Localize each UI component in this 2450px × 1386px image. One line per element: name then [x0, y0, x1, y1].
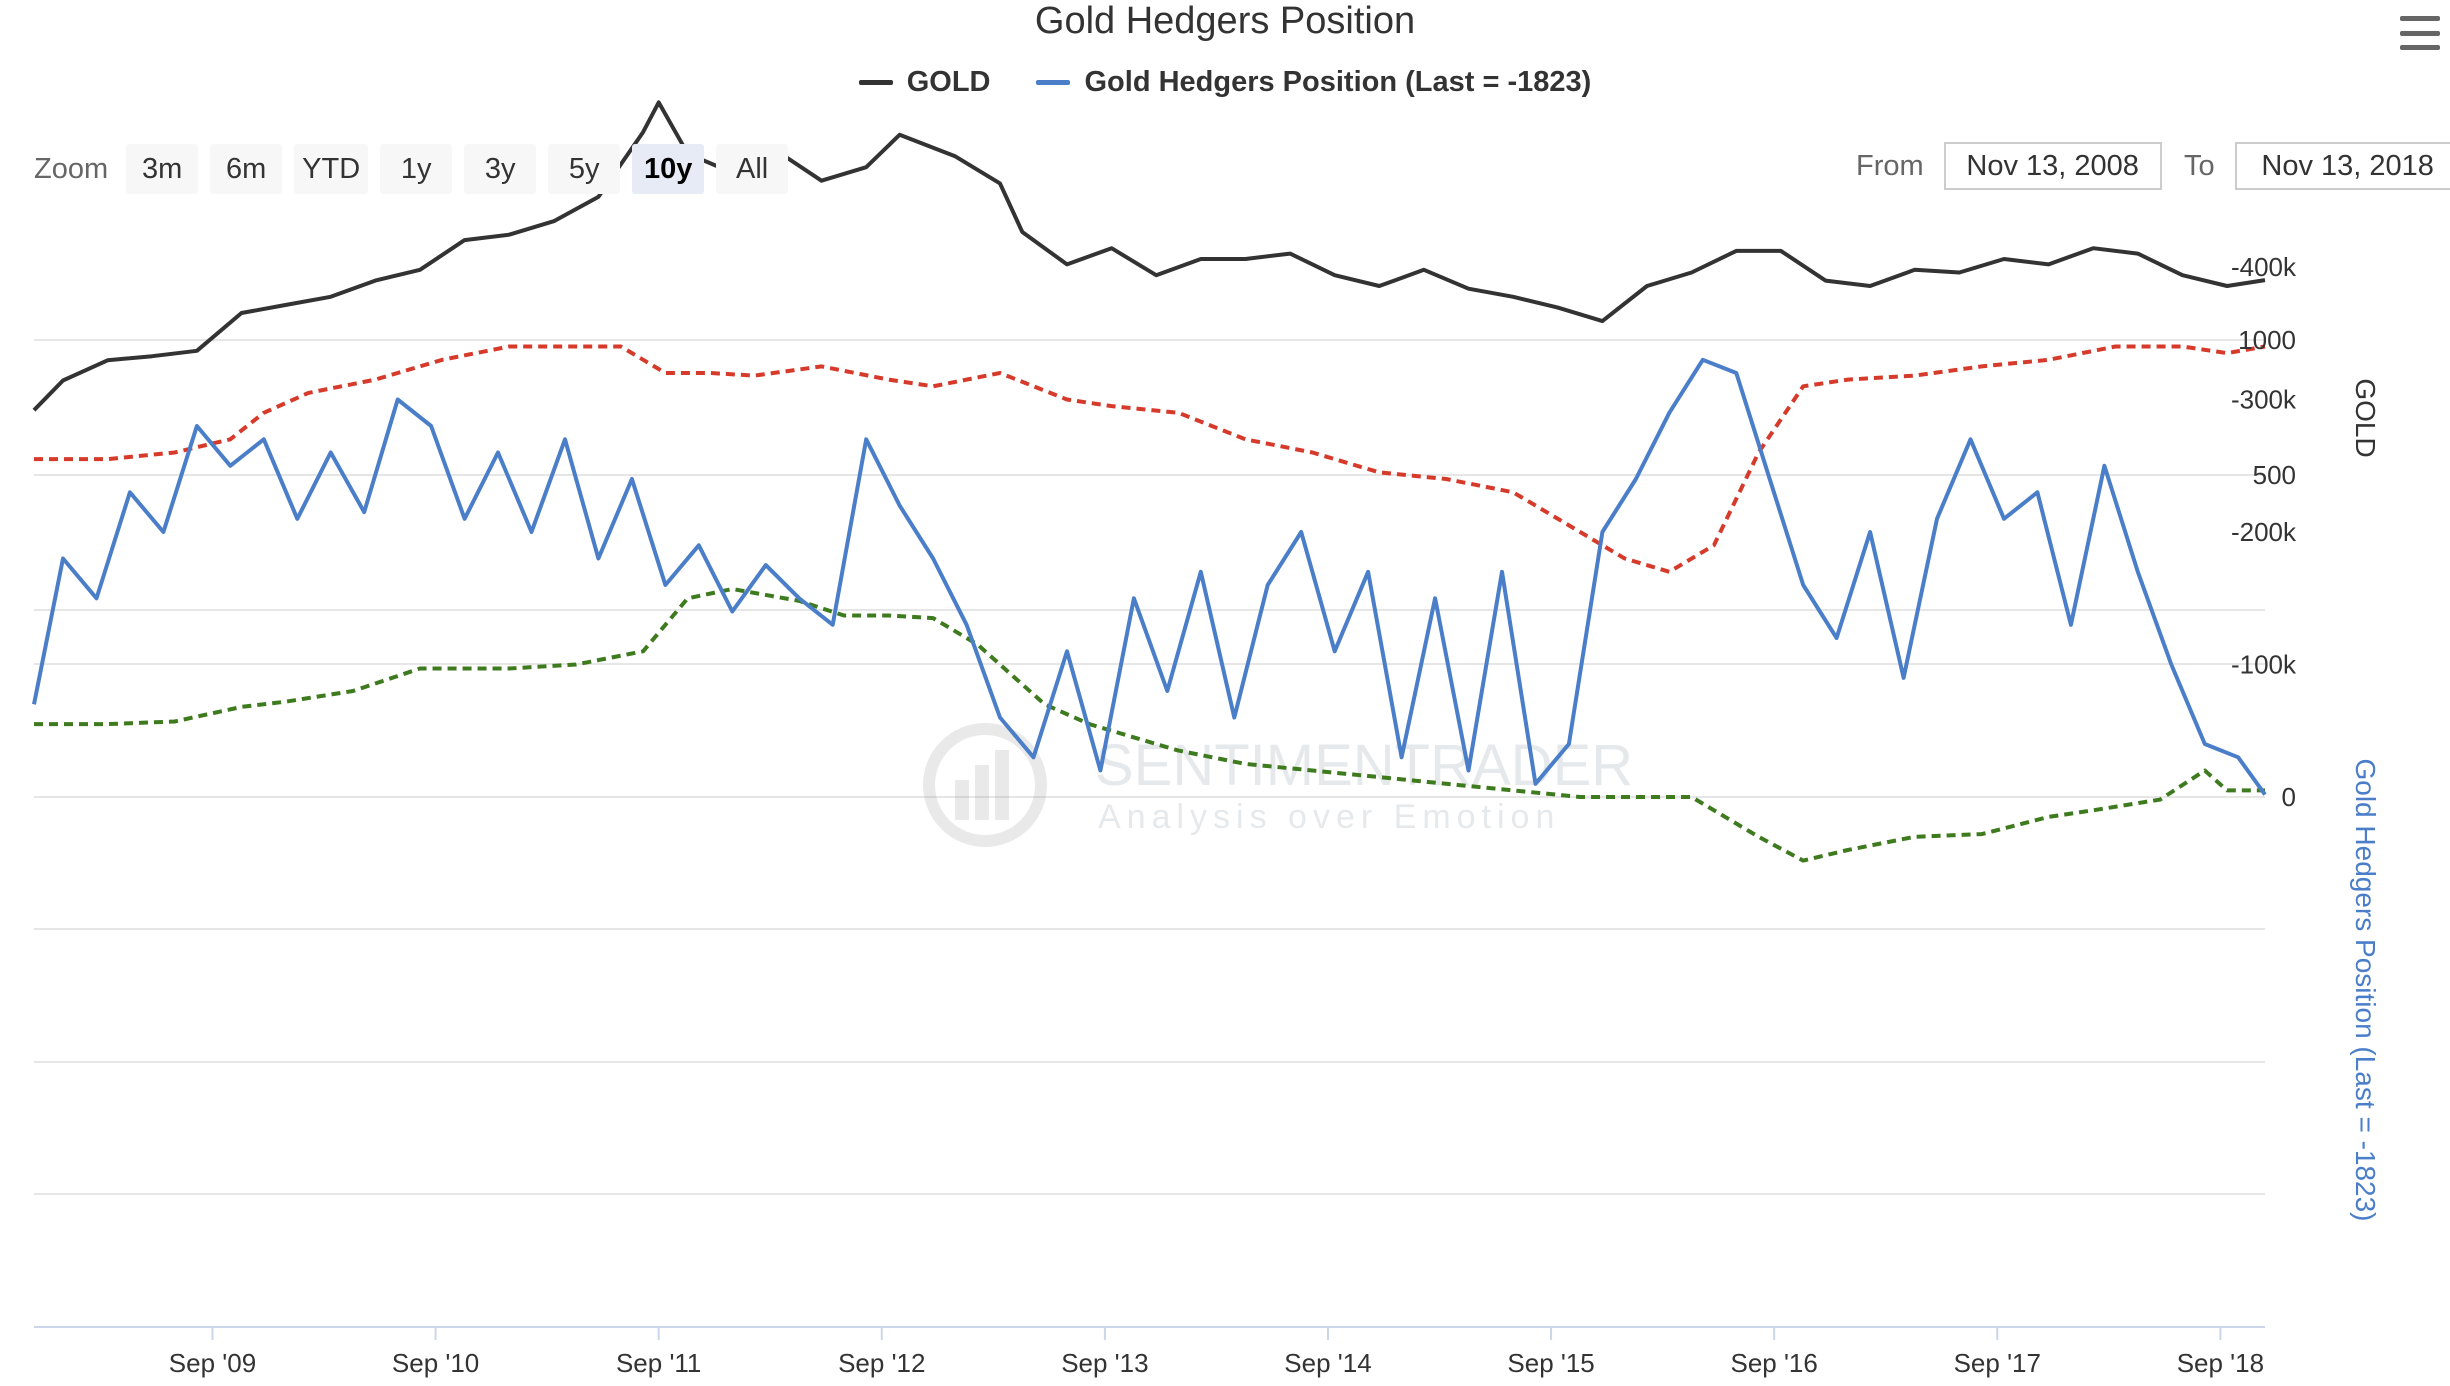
- x-tick-label: Sep '18: [2177, 1348, 2264, 1378]
- legend-item-hedgers[interactable]: Gold Hedgers Position (Last = -1823): [1036, 66, 1591, 99]
- x-tick-label: Sep '12: [838, 1348, 925, 1378]
- watermark-logo-icon: [923, 723, 1047, 847]
- zoom-button-all[interactable]: All: [716, 144, 789, 194]
- series-line-upper-band[interactable]: [34, 587, 2265, 863]
- range-from-label: From: [1856, 149, 1924, 182]
- zoom-selector: Zoom 3m 6m YTD 1y 3y 5y 10y All: [34, 144, 789, 194]
- x-tick-label: Sep '09: [169, 1348, 256, 1378]
- range-to-input[interactable]: [2234, 142, 2450, 190]
- watermark-logo-bar: [975, 765, 989, 820]
- legend-item-gold[interactable]: GOLD: [858, 66, 991, 99]
- zoom-button-1y[interactable]: 1y: [380, 144, 453, 194]
- range-to-label: To: [2184, 149, 2215, 182]
- series-line-gold-hedgers-position[interactable]: [32, 357, 2267, 796]
- zoom-button-5y[interactable]: 5y: [548, 144, 621, 194]
- x-tick-label: Sep '14: [1284, 1348, 1371, 1378]
- range-from-group: From: [1856, 142, 2162, 190]
- legend-swatch-gold: [858, 80, 893, 85]
- x-tick-label: Sep '10: [392, 1348, 479, 1378]
- gold-axis-title: GOLD: [2350, 378, 2381, 457]
- gold-y-tick-label: 1000: [2238, 325, 2296, 355]
- watermark: SENTIMENTRADER Analysis over Emotion: [923, 723, 1633, 847]
- hedgers-y-tick-label: -100k: [2231, 650, 2297, 680]
- zoom-button-6m[interactable]: 6m: [210, 144, 283, 194]
- menu-bar-icon: [2400, 30, 2440, 36]
- x-tick-label: Sep '11: [616, 1348, 701, 1378]
- x-axis-ticks: Sep '09 Sep '10 Sep '11 Sep '12 Sep '13 Sep '…: [169, 1327, 2264, 1378]
- chart-menu-icon[interactable]: [2400, 16, 2440, 50]
- menu-bar-icon: [2400, 45, 2440, 50]
- zoom-button-10y[interactable]: 10y: [632, 144, 705, 194]
- zoom-button-3m[interactable]: 3m: [126, 144, 199, 194]
- zoom-button-ytd[interactable]: YTD: [294, 144, 369, 194]
- menu-bar-icon: [2400, 16, 2440, 21]
- series-line-gold[interactable]: [32, 100, 2266, 412]
- zoom-button-3y[interactable]: 3y: [464, 144, 537, 194]
- series-line-lower-band[interactable]: [34, 344, 2266, 574]
- range-to-group: To: [2184, 142, 2450, 190]
- legend-label-hedgers: Gold Hedgers Position (Last = -1823): [1084, 66, 1592, 98]
- x-tick-label: Sep '17: [1954, 1348, 2041, 1378]
- hedgers-y-tick-label: -300k: [2231, 385, 2297, 415]
- watermark-logo-bar: [955, 780, 969, 820]
- legend-swatch-hedgers: [1036, 80, 1071, 85]
- legend: GOLD Gold Hedgers Position (Last = -1823…: [0, 66, 2450, 99]
- watermark-logo-bar: [995, 750, 1009, 820]
- hedgers-y-tick-label: 0: [2282, 782, 2296, 812]
- x-tick-label: Sep '16: [1730, 1348, 1817, 1378]
- zoom-label: Zoom: [34, 152, 109, 185]
- chart-title: Gold Hedgers Position: [1034, 0, 1416, 42]
- y-axis-ticks: 500 1000 0 -100k -200k -300k -400k: [2231, 252, 2297, 812]
- hedgers-y-tick-label: -200k: [2231, 517, 2297, 547]
- legend-label-gold: GOLD: [906, 66, 991, 98]
- x-tick-label: Sep '13: [1061, 1348, 1148, 1378]
- x-tick-label: Sep '15: [1507, 1348, 1594, 1378]
- range-from-input[interactable]: [1943, 142, 2162, 190]
- hedgers-y-tick-label: -400k: [2231, 252, 2297, 282]
- gold-y-tick-label: 500: [2253, 460, 2296, 490]
- hedgers-axis-title: Gold Hedgers Position (Last = -1823): [2350, 758, 2381, 1221]
- watermark-tagline: Analysis over Emotion: [1098, 798, 1560, 836]
- chart-marks: [32, 100, 2267, 863]
- watermark-name: SENTIMENTRADER: [1095, 733, 1633, 798]
